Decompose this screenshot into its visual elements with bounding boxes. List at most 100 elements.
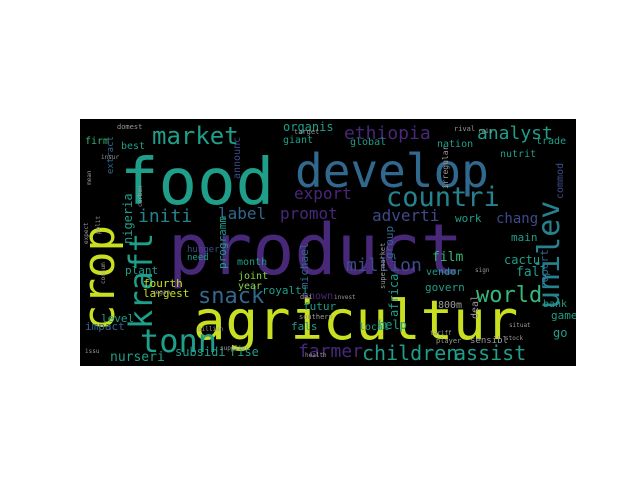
word-level: level	[101, 312, 134, 325]
word-food: food	[120, 146, 274, 220]
word-invest: invest	[334, 294, 356, 301]
word-local: local	[359, 322, 389, 333]
word-need: need	[187, 253, 209, 263]
word-supermarket: supermarket	[379, 243, 387, 289]
word-tonn: tonn	[140, 322, 217, 360]
word-expect: expect	[83, 222, 90, 244]
word-film: film	[432, 250, 463, 265]
word-issu: issu	[85, 348, 100, 355]
word-sign: sign	[475, 267, 490, 274]
word-nation: nation	[437, 139, 473, 150]
word-children: children	[362, 341, 458, 365]
word-label: label	[218, 204, 266, 223]
word-africa: africa	[387, 274, 401, 317]
word-snack: snack	[198, 284, 264, 309]
word-largest: largest	[143, 287, 189, 300]
word-world: world	[476, 283, 542, 308]
word-programm: programm	[216, 216, 229, 269]
word-best: best	[121, 141, 145, 152]
word-subsidi: subsidi	[175, 345, 226, 359]
word-impact: impact	[85, 320, 125, 333]
word-bank: bank	[543, 299, 567, 310]
word-global: global	[350, 137, 386, 148]
word-fall: fall	[516, 265, 547, 280]
word-supplier: supplier	[220, 345, 249, 352]
word-chang: chang	[496, 211, 538, 227]
word-polit: polit	[95, 216, 102, 234]
word-dai: dai	[300, 293, 313, 301]
word-group: group	[383, 226, 396, 259]
word-player: player	[436, 337, 461, 345]
word-announc: announc	[232, 137, 243, 179]
word-cloud: food develop product agricultur crop kraft ton…	[80, 119, 576, 366]
word-commod: commod	[555, 163, 566, 199]
word-promot: promot	[280, 204, 338, 223]
word-crop: crop	[80, 225, 125, 331]
word-billion: billion	[198, 326, 224, 333]
word-work: work	[455, 212, 482, 225]
word-adverti: adverti	[372, 206, 439, 225]
word-extract: extract	[106, 136, 116, 174]
word-firm: firm	[85, 136, 109, 147]
word-vegan: vegan	[152, 289, 170, 296]
word-help: help	[378, 318, 407, 332]
word-month: month	[237, 257, 267, 268]
word-organis: organis	[283, 120, 334, 134]
word-deal: deal	[470, 295, 481, 319]
word-unilev: unilev	[532, 201, 567, 309]
word-million: million	[346, 255, 422, 276]
word-consum: consum	[100, 262, 107, 284]
word-assist: assist	[454, 341, 526, 365]
word-southern: southern	[299, 313, 333, 321]
word-kraft: kraft	[122, 233, 160, 329]
word-fals: fals	[291, 320, 318, 333]
word-go: go	[553, 326, 567, 340]
word-market: market	[152, 122, 239, 150]
word-fourth: fourth	[143, 277, 183, 290]
word-vendor: vendor	[426, 267, 462, 278]
word-farmer: farmer	[298, 341, 363, 362]
word-develop: develop	[295, 144, 489, 198]
word-rais: rais	[478, 128, 493, 135]
word-irregular: irregular	[441, 145, 450, 189]
word-carbon: carbon	[137, 185, 144, 207]
word-initi: initi	[138, 206, 192, 227]
word-product: product	[168, 209, 463, 291]
word-health: health	[305, 352, 327, 359]
word-stock: stock	[505, 335, 523, 342]
word-futur: futur	[303, 300, 336, 313]
word-trade: trade	[536, 136, 566, 147]
word-insur: insur	[101, 154, 119, 161]
word-main: main	[511, 231, 538, 244]
word-nutrit: nutrit	[500, 149, 536, 160]
word-known: known	[303, 291, 333, 302]
word-report: report	[538, 249, 551, 289]
word-nurseri: nurseri	[110, 350, 165, 365]
word-cactu: cactu	[504, 253, 540, 267]
word-situat: situat	[509, 322, 531, 329]
word-game: game	[551, 309, 576, 322]
word-nigeria: nigeria	[121, 193, 135, 244]
word-plant: plant	[125, 264, 158, 277]
word-year: year	[238, 281, 262, 292]
word-govern: govern	[425, 281, 465, 294]
word-rise: rise	[230, 345, 259, 359]
word-michael: michael	[298, 243, 311, 289]
word-joint: joint	[238, 271, 268, 282]
word-800m: 800m	[438, 300, 462, 311]
word-hunger: hunger	[187, 245, 220, 255]
word-mean: mean	[86, 170, 93, 185]
word-giant: giant	[283, 135, 313, 146]
word-countri: countri	[386, 182, 500, 213]
word-target: target	[294, 128, 319, 136]
word-analyst: analyst	[477, 123, 553, 144]
word-export: export	[294, 184, 352, 203]
word-domest: domest	[117, 123, 142, 131]
word-tariff: tariff	[430, 330, 452, 337]
word-agricultur: agricultur	[193, 289, 518, 352]
word-royalti: royalti	[262, 284, 308, 297]
word-sensibl: sensibl	[470, 336, 508, 346]
word-rival: rival	[454, 125, 475, 133]
word-ethiopia: ethiopia	[344, 123, 431, 144]
